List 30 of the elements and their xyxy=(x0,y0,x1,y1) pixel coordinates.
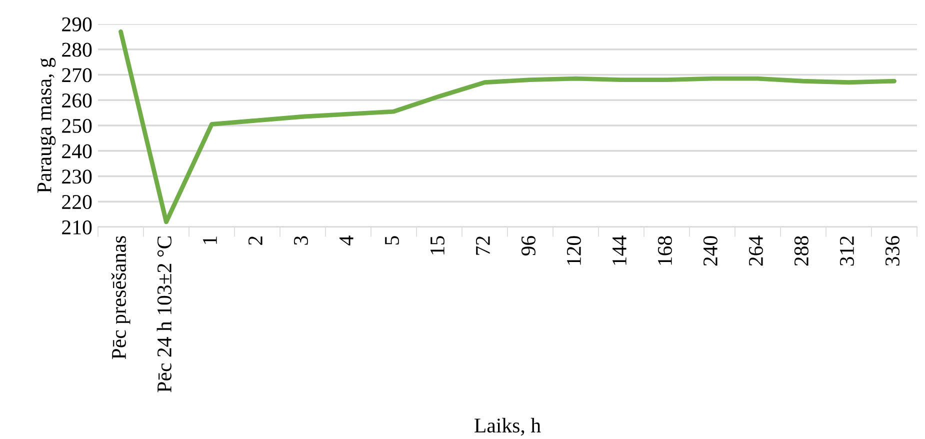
x-tick-label: 336 xyxy=(885,236,900,266)
y-axis-title: Parauga masa, g xyxy=(38,58,56,193)
x-tick-label: 4 xyxy=(340,236,354,246)
line-series xyxy=(118,29,896,224)
x-tick-label: 288 xyxy=(794,236,808,266)
y-tick-label: 280 xyxy=(62,42,92,57)
y-tick-label: 290 xyxy=(62,17,92,32)
x-tick-label: 1 xyxy=(203,236,217,244)
x-tick-label: 168 xyxy=(658,236,672,265)
x-tick-label: 15 xyxy=(430,236,444,254)
x-tick-label: 2 xyxy=(248,236,262,245)
x-tick-label: 144 xyxy=(612,236,626,265)
x-tick-label: 120 xyxy=(566,236,581,265)
x-tick-label: 5 xyxy=(385,236,399,245)
x-tick-label: 72 xyxy=(476,236,490,255)
y-tick-label: 210 xyxy=(62,220,92,234)
x-tick-label: 264 xyxy=(748,236,763,266)
x-tick-label: Pēc 24 h 103±2 °C xyxy=(156,236,172,392)
x-tick-label: 240 xyxy=(703,236,718,266)
y-tick-label: 260 xyxy=(62,94,92,108)
y-tick-label: 230 xyxy=(62,170,92,184)
x-axis-title: Laiks, h xyxy=(474,418,541,436)
x-tick-label: 96 xyxy=(521,236,536,256)
y-tick-label: 270 xyxy=(62,68,92,82)
x-tick-label: Pēc presēšanas xyxy=(111,236,130,360)
x-tick-label: 312 xyxy=(840,236,854,266)
y-tick-label: 220 xyxy=(62,195,92,210)
y-tick-label: 240 xyxy=(62,144,92,158)
x-tick-label: 3 xyxy=(294,236,308,245)
y-tick-label: 250 xyxy=(62,118,92,133)
